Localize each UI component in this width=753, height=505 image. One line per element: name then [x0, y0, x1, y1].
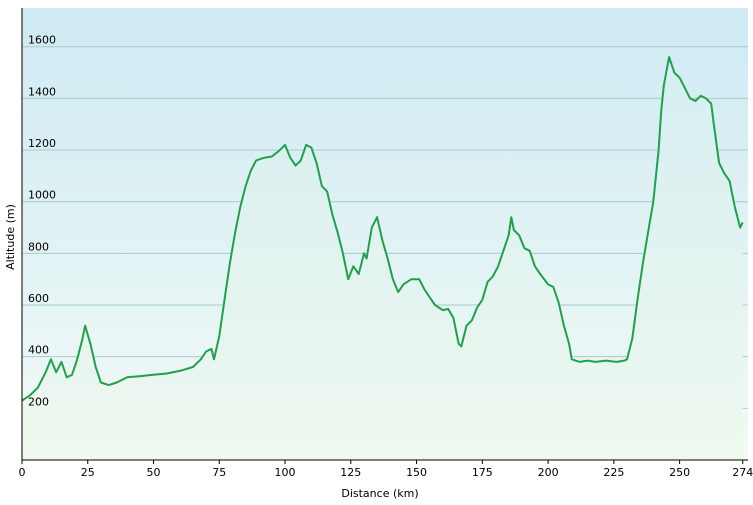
y-tick-label: 1600	[28, 34, 56, 47]
x-tick-label: 200	[538, 466, 559, 479]
x-tick-label: 225	[603, 466, 624, 479]
y-tick-label: 600	[28, 292, 49, 305]
y-tick-label: 1000	[28, 189, 56, 202]
x-axis-ticks: 0 25 50 75 100 125 150 175 200 225 250 274	[19, 460, 753, 479]
y-axis-title: Altitude (m)	[4, 204, 17, 270]
x-tick-label: 125	[340, 466, 361, 479]
x-axis-title: Distance (km)	[341, 487, 418, 500]
x-tick-label: 0	[19, 466, 26, 479]
y-tick-label: 1200	[28, 137, 56, 150]
x-tick-label: 175	[472, 466, 493, 479]
y-tick-label: 1400	[28, 85, 56, 98]
y-tick-label: 200	[28, 395, 49, 408]
elevation-area-fill	[22, 57, 743, 460]
x-tick-label: 50	[147, 466, 161, 479]
x-tick-label: 274	[732, 466, 753, 479]
y-tick-label: 800	[28, 240, 49, 253]
y-tick-label: 400	[28, 344, 49, 357]
elevation-line	[21, 56, 744, 402]
x-tick-label: 100	[275, 466, 296, 479]
x-tick-label: 75	[212, 466, 226, 479]
x-tick-label: 250	[669, 466, 690, 479]
x-tick-label: 25	[81, 466, 95, 479]
x-tick-label: 150	[406, 466, 427, 479]
y-axis-ticks: 200 400 600 800 1000 1200 1400 1600	[28, 34, 56, 409]
